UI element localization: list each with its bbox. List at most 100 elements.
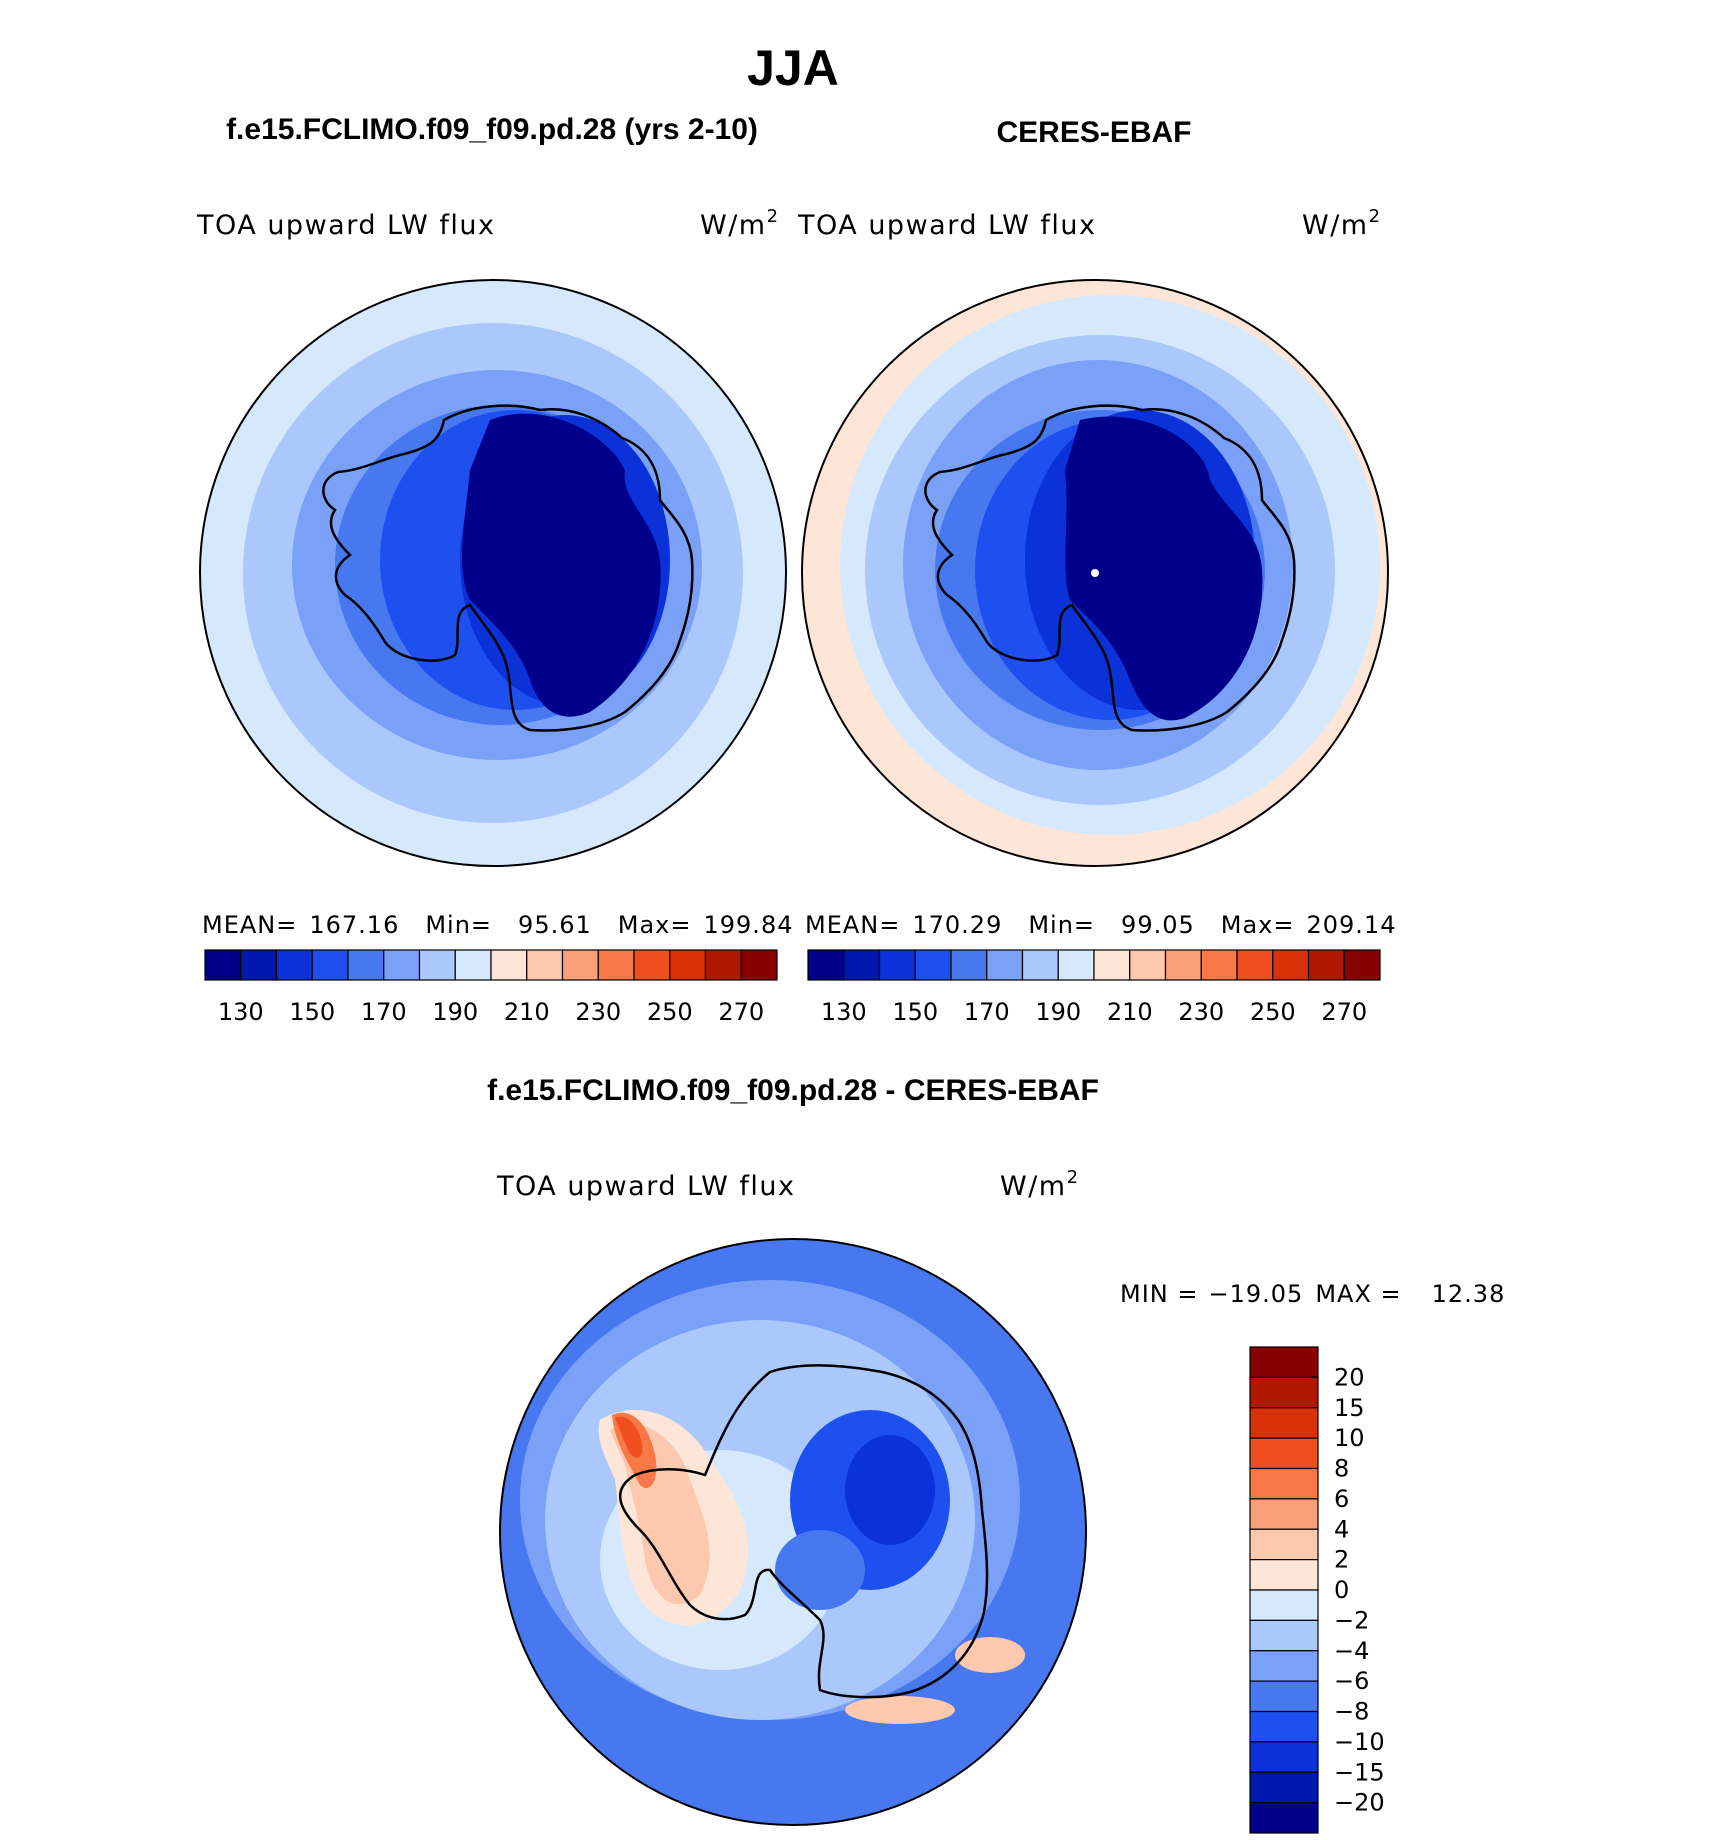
- panel2-mean-label: MEAN=: [805, 911, 900, 939]
- colorbar-swatch: [1249, 1498, 1319, 1530]
- panel1-mean: 167.16: [309, 911, 399, 939]
- panel3-min-label: MIN =: [1120, 1280, 1198, 1308]
- colorbar-tick-label: −10: [1334, 1728, 1385, 1756]
- colorbar-swatch: [1249, 1376, 1319, 1409]
- colorbar-swatch: [454, 949, 492, 981]
- panel2-units: W/m2: [1302, 206, 1382, 241]
- panel3-contour-band: [845, 1435, 935, 1545]
- panel1: TOA upward LW flux W/m2 MEAN= 167.16 Min= 9…: [196, 206, 793, 1026]
- colorbar-tick-label: 130: [218, 998, 264, 1026]
- colorbar-tick-label: 20: [1334, 1363, 1365, 1391]
- panel3-map-border: [499, 1238, 1087, 1826]
- colorbar-swatch: [1343, 949, 1381, 981]
- colorbar-tick-label: 250: [1250, 998, 1296, 1026]
- colorbar-tick-label: −4: [1334, 1637, 1369, 1665]
- colorbar-tick-label: 210: [1107, 998, 1153, 1026]
- colorbar-swatch: [1093, 949, 1131, 981]
- colorbar-swatch: [1272, 949, 1310, 981]
- colorbar-tick-label: 2: [1334, 1546, 1349, 1574]
- panel1-units-exp: 2: [767, 206, 780, 227]
- colorbar-swatch: [597, 949, 635, 981]
- colorbar-swatch: [740, 949, 778, 981]
- panel1-mean-label: MEAN=: [202, 911, 297, 939]
- colorbar-swatch: [1021, 949, 1059, 981]
- panel1-max-label: Max=: [618, 911, 692, 939]
- colorbar-tick-label: 230: [1178, 998, 1224, 1026]
- panel3-contour-band: [615, 1416, 643, 1458]
- panel1-min: 95.61: [518, 911, 592, 939]
- panel1-stats: MEAN= 167.16 Min= 95.61 Max= 199.84: [202, 911, 793, 939]
- colorbar-swatch: [1129, 949, 1167, 981]
- colorbar-swatch: [1249, 1559, 1319, 1591]
- colorbar-tick-label: 6: [1334, 1485, 1349, 1513]
- colorbar-swatch: [807, 949, 845, 981]
- colorbar-swatch: [383, 949, 421, 981]
- colorbar-tick-label: 0: [1334, 1576, 1349, 1604]
- panel2-map: [801, 279, 1389, 867]
- panel3-contour-band: [845, 1696, 955, 1724]
- colorbar-tick-label: 4: [1334, 1515, 1349, 1543]
- colorbar-tick-label: −20: [1334, 1789, 1385, 1817]
- panel3-units-base: W/m: [1000, 1171, 1067, 1202]
- colorbar-swatch: [526, 949, 564, 981]
- colorbar-tick-label: −15: [1334, 1758, 1385, 1786]
- panel1-min-label: Min=: [425, 911, 492, 939]
- colorbar-swatch: [1249, 1407, 1319, 1439]
- panel1-map-border: [199, 279, 787, 867]
- panel2-mean: 170.29: [912, 911, 1002, 939]
- colorbar-swatch: [1249, 1710, 1319, 1743]
- colorbar-tick-label: 190: [1035, 998, 1081, 1026]
- colorbar-tick-label: 130: [821, 998, 867, 1026]
- colorbar-swatch: [1307, 949, 1345, 981]
- colorbar-swatch: [1249, 1741, 1319, 1773]
- colorbar-tick-label: 10: [1334, 1424, 1365, 1452]
- panel2-stats: MEAN= 170.29 Min= 99.05 Max= 209.14: [805, 911, 1396, 939]
- panel3-max: 12.38: [1432, 1280, 1506, 1308]
- panel2-colorbar: 130 150 170 190 210 230 250 270: [807, 949, 1381, 1026]
- colorbar-swatch: [1249, 1437, 1319, 1470]
- panel1-units: W/m2: [700, 206, 780, 241]
- colorbar-swatch: [418, 949, 456, 981]
- colorbar-swatch: [1249, 1467, 1319, 1500]
- panel1-map: [199, 279, 787, 867]
- panel3: TOA upward LW flux W/m2 MIN = −19.05 MAX =…: [496, 1167, 1506, 1834]
- colorbar-swatch: [561, 949, 599, 981]
- colorbar-swatch: [275, 949, 313, 981]
- colorbar-tick-label: 15: [1334, 1394, 1365, 1422]
- panel2-min: 99.05: [1121, 911, 1195, 939]
- colorbar-tick-label: −8: [1334, 1698, 1369, 1726]
- figure-title: JJA: [747, 40, 839, 96]
- colorbar-swatch: [986, 949, 1024, 981]
- colorbar-swatch: [1249, 1680, 1319, 1713]
- panel3-variable-label: TOA upward LW flux: [496, 1171, 796, 1202]
- panel3-min: −19.05: [1208, 1280, 1303, 1308]
- panel2-max: 209.14: [1307, 911, 1397, 939]
- panel2-units-exp: 2: [1369, 206, 1382, 227]
- panel1-contour-band: [462, 413, 661, 717]
- panel1-colorbar: 130 150 170 190 210 230 250 270: [204, 949, 778, 1026]
- panel3-max-label: MAX =: [1315, 1280, 1401, 1308]
- colorbar-tick-label: 270: [718, 998, 764, 1026]
- colorbar-swatch: [240, 949, 278, 981]
- panel1-units-base: W/m: [700, 210, 767, 241]
- colorbar-tick-label: 190: [432, 998, 478, 1026]
- colorbar-tick-label: 8: [1334, 1455, 1349, 1483]
- panel2-title: CERES-EBAF: [996, 116, 1191, 149]
- colorbar-tick-label: 150: [289, 998, 335, 1026]
- colorbar-swatch: [1200, 949, 1238, 981]
- colorbar-swatch: [1249, 1802, 1319, 1834]
- panel1-max: 199.84: [704, 911, 794, 939]
- colorbar-swatch: [914, 949, 952, 981]
- colorbar-swatch: [1057, 949, 1095, 981]
- panel3-units: W/m2: [1000, 1167, 1080, 1202]
- colorbar-swatch: [1249, 1771, 1319, 1804]
- panel3-map: [499, 1238, 1087, 1826]
- panel2-pole-marker: [1091, 569, 1099, 577]
- colorbar-tick-label: −6: [1334, 1667, 1369, 1695]
- colorbar-swatch: [347, 949, 385, 981]
- colorbar-swatch: [1249, 1589, 1319, 1621]
- colorbar-tick-label: 270: [1321, 998, 1367, 1026]
- colorbar-swatch: [1249, 1346, 1319, 1378]
- colorbar-swatch: [950, 949, 988, 981]
